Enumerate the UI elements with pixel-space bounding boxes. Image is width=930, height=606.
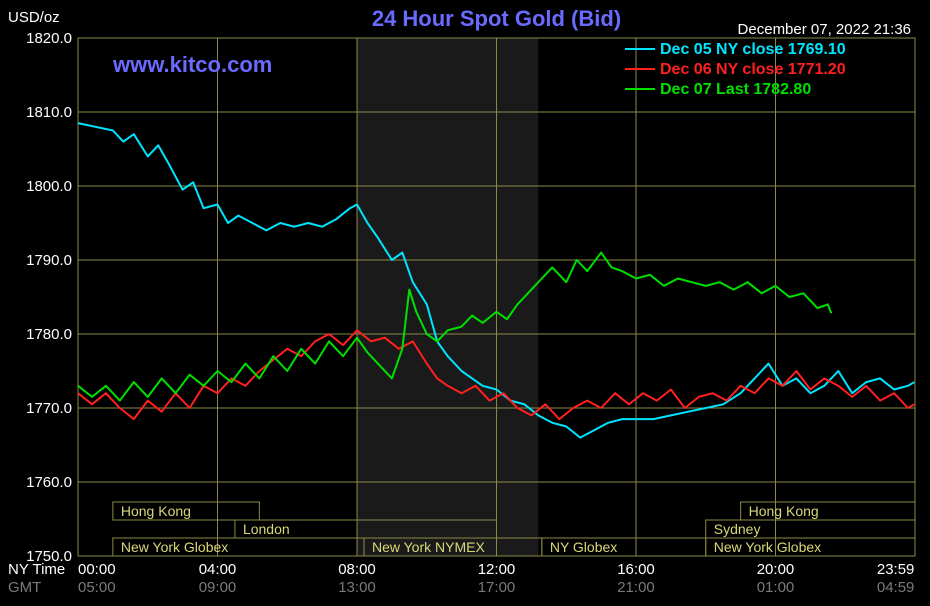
chart-title: 24 Hour Spot Gold (Bid) <box>372 6 621 31</box>
session-label: New York Globex <box>121 539 228 555</box>
gmt-tick-label: 05:00 <box>78 579 116 596</box>
gmt-tick-label: 01:00 <box>757 579 795 596</box>
ny-time-label: NY Time <box>8 561 65 578</box>
watermark: www.kitco.com <box>112 52 272 77</box>
gmt-tick-label: 17:00 <box>478 579 516 596</box>
ny-tick-label: 08:00 <box>338 561 376 578</box>
timestamp: December 07, 2022 21:36 <box>738 21 911 38</box>
session-label: London <box>243 521 290 537</box>
y-tick-label: 1810.0 <box>26 104 72 121</box>
y-tick-label: 1820.0 <box>26 30 72 47</box>
y-tick-label: 1790.0 <box>26 252 72 269</box>
y-tick-label: 1760.0 <box>26 474 72 491</box>
y-tick-label: 1800.0 <box>26 178 72 195</box>
legend-label: Dec 07 Last 1782.80 <box>660 81 811 98</box>
session-label: NY Globex <box>550 539 617 555</box>
ny-tick-label: 00:00 <box>78 561 116 578</box>
y-tick-label: 1770.0 <box>26 400 72 417</box>
gmt-tick-label: 09:00 <box>199 579 237 596</box>
session-label: Sydney <box>714 521 761 537</box>
ny-tick-label: 04:00 <box>199 561 237 578</box>
gmt-tick-label: 21:00 <box>617 579 655 596</box>
gold-24h-chart: 1750.01760.01770.01780.01790.01800.01810… <box>0 0 930 606</box>
session-label: Hong Kong <box>749 503 819 519</box>
gmt-label: GMT <box>8 579 41 596</box>
session-label: Hong Kong <box>121 503 191 519</box>
ny-tick-label: 23:59 <box>877 561 915 578</box>
gmt-tick-label: 13:00 <box>338 579 376 596</box>
y-tick-label: 1780.0 <box>26 326 72 343</box>
ny-tick-label: 16:00 <box>617 561 655 578</box>
session-label: New York NYMEX <box>372 539 485 555</box>
legend-label: Dec 06 NY close 1771.20 <box>660 61 846 78</box>
legend-label: Dec 05 NY close 1769.10 <box>660 41 846 58</box>
nymex-session-band <box>357 38 538 556</box>
session-label: New York Globex <box>714 539 821 555</box>
gmt-tick-label: 04:59 <box>877 579 915 596</box>
ny-tick-label: 12:00 <box>478 561 516 578</box>
y-axis-label: USD/oz <box>8 9 60 26</box>
ny-tick-label: 20:00 <box>757 561 795 578</box>
